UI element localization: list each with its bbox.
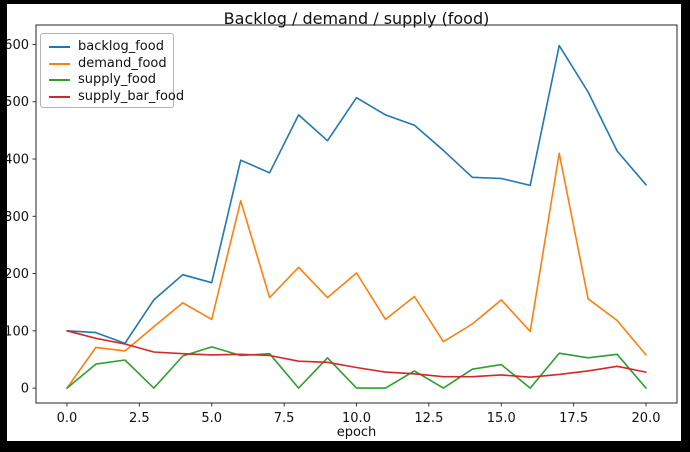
legend-line-sample bbox=[49, 95, 70, 98]
legend-label: supply_bar_food bbox=[78, 88, 185, 104]
legend-item-backlog_food: backlog_food bbox=[49, 39, 173, 56]
x-tick-label: 20.0 bbox=[632, 411, 661, 426]
x-tick-label: 7.5 bbox=[274, 411, 295, 426]
y-tick-label: 600 bbox=[7, 38, 29, 53]
series-line-supply_bar_food bbox=[66, 329, 647, 379]
x-tick-label: 5.0 bbox=[201, 411, 222, 426]
legend-line-sample bbox=[49, 46, 70, 49]
legend-item-supply_bar_food: supply_bar_food bbox=[49, 89, 184, 106]
legend-line-sample bbox=[49, 79, 70, 82]
legend-line-sample bbox=[49, 62, 70, 65]
legend-item-supply_food: supply_food bbox=[49, 72, 173, 89]
x-tick-label: 12.5 bbox=[414, 411, 443, 426]
legend-item-demand_food: demand_food bbox=[49, 56, 173, 73]
legend: backlog_food demand_food supply_food supply… bbox=[40, 33, 184, 108]
x-tick-label: 15.0 bbox=[487, 411, 516, 426]
series-line-demand_food bbox=[66, 152, 647, 389]
y-tick-label: 200 bbox=[7, 267, 29, 282]
chart-figure: Backlog / demand / supply (food) 0 100 200… bbox=[7, 4, 681, 441]
y-tick-label: 0 bbox=[21, 382, 29, 397]
chart-title: Backlog / demand / supply (food) bbox=[223, 9, 490, 28]
x-tick-label: 0.0 bbox=[57, 411, 78, 426]
plot-svg: 0 100 200 300 400 500 600 0.0 2.5 5.0 7.5 10.0 12.5 1… bbox=[7, 24, 678, 440]
series-line-backlog_food bbox=[66, 44, 647, 345]
legend-label: demand_food bbox=[78, 55, 167, 71]
x-tick-label: 17.5 bbox=[559, 411, 588, 426]
y-tick-label: 100 bbox=[7, 324, 29, 339]
y-tick-label: 400 bbox=[7, 153, 29, 168]
series-line-supply_food bbox=[66, 346, 647, 389]
x-tick-label: 10.0 bbox=[342, 411, 371, 426]
x-tick-label: 2.5 bbox=[129, 411, 150, 426]
legend-label: supply_food bbox=[78, 72, 157, 88]
y-tick-label: 300 bbox=[7, 210, 29, 225]
y-tick-label: 500 bbox=[7, 95, 29, 110]
legend-label: backlog_food bbox=[78, 39, 164, 55]
x-axis-label: epoch bbox=[337, 425, 377, 440]
